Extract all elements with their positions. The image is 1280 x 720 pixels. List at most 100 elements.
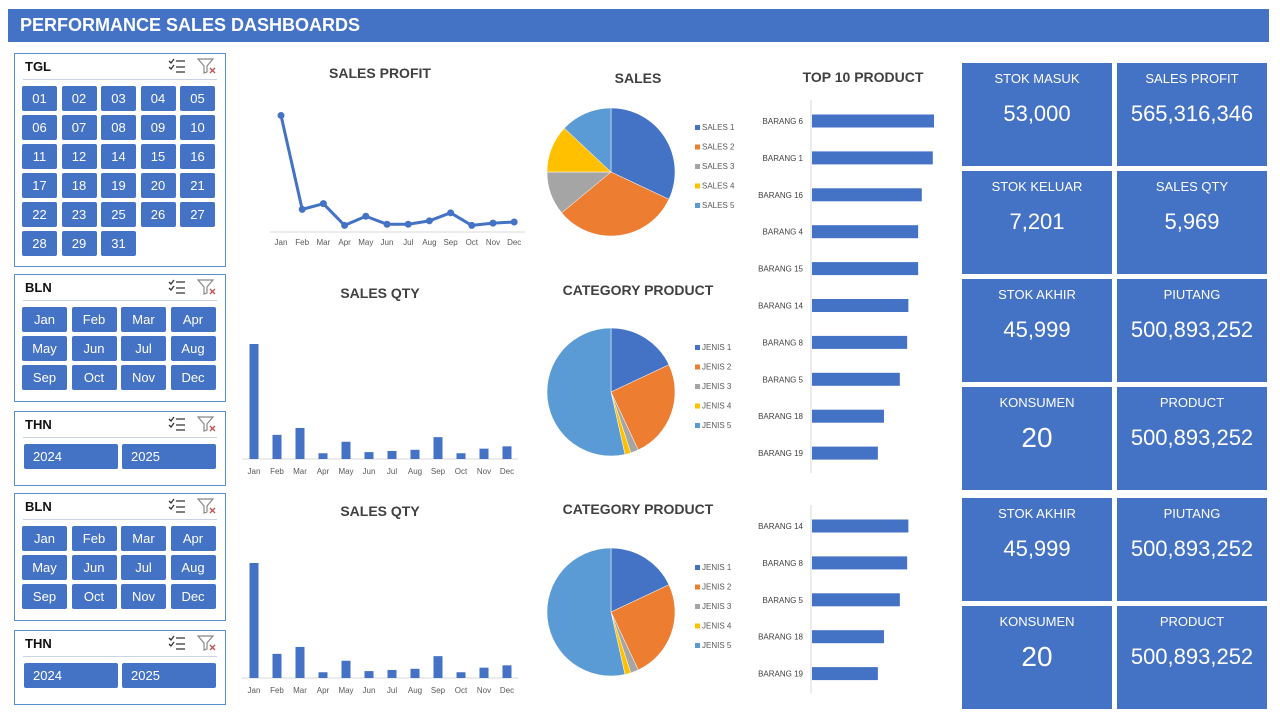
slicer-button[interactable]: Jun	[71, 336, 117, 361]
slicer-button[interactable]: Mar	[121, 526, 166, 551]
x-tick-label: May	[338, 686, 353, 695]
kpi-piutang: PIUTANG 500,893,252	[1117, 279, 1267, 382]
slicer-button[interactable]: 06	[22, 115, 57, 140]
slicer-title: THN	[25, 636, 52, 651]
slicer-button[interactable]: 10	[180, 115, 215, 140]
x-tick-label: Apr	[317, 467, 330, 476]
data-point	[447, 209, 455, 217]
slicer-button[interactable]: 20	[140, 173, 176, 198]
slicer-button[interactable]: 25	[101, 202, 136, 227]
legend-swatch	[695, 604, 700, 609]
slicer-header: TGL	[23, 54, 217, 80]
slicer-button[interactable]: 11	[22, 144, 57, 169]
bar	[387, 669, 397, 678]
x-tick-label: Oct	[455, 686, 468, 695]
pie-slice	[610, 547, 670, 613]
slicer-button[interactable]: Jun	[71, 555, 117, 580]
slicer-button[interactable]: 09	[140, 115, 176, 140]
kpi-stok-akhir: STOK AKHIR 45,999	[962, 279, 1112, 382]
slicer-button[interactable]: 07	[61, 115, 97, 140]
kpi-value: 500,893,252	[1130, 536, 1254, 561]
slicer-thn: THN 2024 2025	[14, 411, 226, 486]
x-tick-label: Nov	[477, 467, 491, 476]
x-tick-label: Oct	[455, 467, 468, 476]
slicer-button[interactable]: 21	[180, 173, 215, 198]
slicer-button[interactable]: Feb	[71, 307, 117, 332]
multi-select-icon[interactable]	[167, 634, 187, 652]
slicer-button[interactable]: 02	[61, 86, 97, 111]
clear-filter-icon[interactable]	[197, 497, 217, 515]
slicer-button[interactable]: Oct	[71, 584, 117, 609]
x-tick-label: Jun	[381, 238, 394, 247]
clear-filter-icon[interactable]	[197, 278, 217, 296]
slicer-button[interactable]: Aug	[170, 336, 216, 361]
multi-select-icon[interactable]	[167, 497, 187, 515]
kpi-sales-profit: SALES PROFIT 565,316,346	[1117, 63, 1267, 166]
slicer-title: BLN	[25, 280, 52, 295]
slicer-button[interactable]: 15	[140, 144, 176, 169]
slicer-button[interactable]: 14	[101, 144, 136, 169]
slicer-button[interactable]: Sep	[22, 365, 67, 390]
slicer-button[interactable]: May	[22, 555, 67, 580]
slicer-button[interactable]: 22	[22, 202, 57, 227]
sales-qty-bar-chart: Jan Feb Mar Apr May Jun Jul Aug Sep Oct Nov Dec	[242, 344, 518, 476]
slicer-button[interactable]: Dec	[170, 365, 216, 390]
multi-select-icon[interactable]	[167, 278, 187, 296]
x-tick-label: Aug	[408, 467, 422, 476]
slicer-button[interactable]: Jul	[121, 336, 166, 361]
slicer-button[interactable]: Sep	[22, 584, 67, 609]
slicer-button[interactable]: 2024	[24, 444, 118, 469]
slicer-button[interactable]: Oct	[71, 365, 117, 390]
slicer-button[interactable]: 01	[22, 86, 57, 111]
slicer-button[interactable]: 27	[180, 202, 215, 227]
data-point	[468, 221, 476, 229]
slicer-button[interactable]: 04	[140, 86, 176, 111]
bar	[812, 299, 909, 312]
slicer-button[interactable]: Apr	[170, 307, 216, 332]
slicer-button[interactable]: Dec	[170, 584, 216, 609]
slicer-button[interactable]: Apr	[170, 526, 216, 551]
bar	[433, 437, 443, 459]
slicer-button[interactable]: 18	[61, 173, 97, 198]
slicer-button[interactable]: 26	[140, 202, 176, 227]
slicer-button[interactable]: 2025	[122, 663, 216, 688]
clear-filter-icon[interactable]	[197, 57, 217, 75]
slicer-button[interactable]: 03	[101, 86, 136, 111]
slicer-button[interactable]: 19	[101, 173, 136, 198]
slicer-button[interactable]: 29	[61, 231, 97, 256]
data-point	[383, 220, 391, 228]
slicer-button[interactable]: Mar	[121, 307, 166, 332]
slicer-button[interactable]: 08	[101, 115, 136, 140]
slicer-button[interactable]: 2025	[122, 444, 216, 469]
x-tick-label: May	[358, 238, 373, 247]
slicer-button[interactable]: 2024	[24, 663, 118, 688]
kpi-label: PIUTANG	[1163, 506, 1221, 521]
legend-swatch	[695, 125, 700, 130]
multi-select-icon[interactable]	[167, 415, 187, 433]
slicer-bln-2: BLN Jan Feb Mar Apr May Jun Jul Aug Sep Oct Nov Dec	[14, 493, 226, 621]
sales-pie-chart: SALES 1 SALES 2 SALES 3 SALES 4 SALES 5	[546, 107, 735, 237]
slicer-button[interactable]: Nov	[121, 365, 166, 390]
slicer-button[interactable]: Nov	[121, 584, 166, 609]
slicer-button[interactable]: Jan	[22, 307, 67, 332]
slicer-button[interactable]: Aug	[170, 555, 216, 580]
slicer-button[interactable]: 16	[180, 144, 215, 169]
clear-filter-icon[interactable]	[197, 415, 217, 433]
slicer-button[interactable]: Jul	[121, 555, 166, 580]
kpi-label: SALES PROFIT	[1145, 71, 1239, 86]
bar	[410, 449, 420, 459]
bar	[812, 593, 900, 607]
slicer-button[interactable]: 23	[61, 202, 97, 227]
bar	[249, 563, 259, 678]
slicer-button[interactable]: 28	[22, 231, 57, 256]
data-point	[298, 205, 306, 213]
slicer-button[interactable]: 12	[61, 144, 97, 169]
slicer-button[interactable]: May	[22, 336, 67, 361]
slicer-button[interactable]: Jan	[22, 526, 67, 551]
multi-select-icon[interactable]	[167, 57, 187, 75]
slicer-button[interactable]: 05	[180, 86, 215, 111]
slicer-button[interactable]: 31	[101, 231, 136, 256]
slicer-button[interactable]: Feb	[71, 526, 117, 551]
clear-filter-icon[interactable]	[197, 634, 217, 652]
slicer-button[interactable]: 17	[22, 173, 57, 198]
